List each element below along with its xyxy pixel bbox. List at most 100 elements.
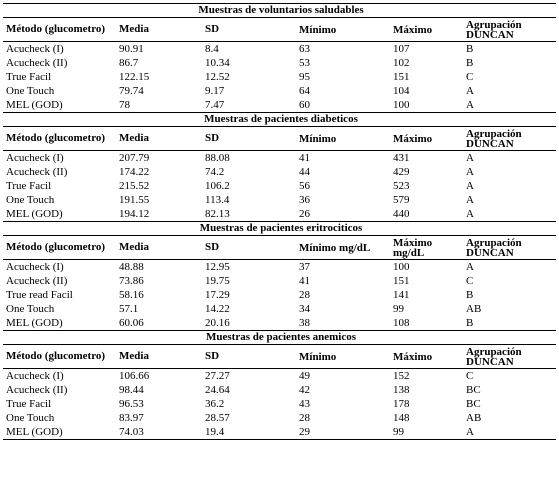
cell-minimo: 37: [299, 260, 310, 273]
cell-sd: 12.95: [205, 260, 230, 273]
cell-media: 58.16: [119, 288, 144, 301]
column-header-minimo: Mínimo: [296, 126, 390, 151]
cell-minimo: 41: [299, 151, 310, 164]
cell-method: MEL (GOD): [3, 98, 116, 113]
column-header-duncan: Agrupación DUNCAN: [463, 17, 557, 42]
column-header-row: Método (glucometro) Media SD Mínimo Máximo Ag…: [3, 126, 557, 151]
cell-minimo: 95: [299, 70, 310, 83]
cell-duncan: A: [463, 207, 557, 222]
column-header-duncan: Agrupación DUNCAN: [463, 344, 557, 369]
table-row: One Touch 83.97 28.57 28 148 AB: [3, 411, 556, 425]
cell-minimo: 36: [299, 193, 310, 206]
section-title-row: Muestras de voluntarios saludables: [3, 3, 557, 18]
cell-media: 96.53: [119, 397, 144, 410]
cell-method: True read Facil: [6, 288, 73, 301]
cell-sd: 113.4: [205, 193, 230, 206]
cell-media: 60.06: [116, 316, 202, 331]
cell-duncan: A: [466, 260, 474, 273]
column-header-media: Media: [116, 17, 202, 42]
table-row: One Touch 191.55 113.4 36 579 A: [3, 193, 556, 207]
cell-duncan: BC: [466, 397, 481, 410]
cell-sd: 10.34: [205, 56, 230, 69]
cell-duncan: C: [466, 369, 474, 382]
cell-minimo: 28: [299, 288, 310, 301]
cell-sd: 12.52: [205, 70, 230, 83]
cell-maximo: 141: [393, 288, 410, 301]
section-title: Muestras de pacientes eritrociticos: [3, 221, 557, 236]
cell-method: Acucheck (II): [6, 383, 68, 396]
results-table: Muestras de voluntarios saludables Método…: [3, 3, 557, 440]
cell-media: 86.7: [119, 56, 139, 69]
table-row: Acucheck (II) 174.22 74.2 44 429 A: [3, 165, 556, 179]
cell-method: Acucheck (II): [6, 56, 68, 69]
cell-maximo: 178: [393, 397, 410, 410]
cell-media: 78: [116, 98, 202, 113]
column-header-media: Media: [116, 235, 202, 260]
cell-maximo: 523: [393, 179, 410, 192]
cell-minimo: 64: [299, 84, 310, 97]
cell-method: True Facil: [6, 179, 52, 192]
cell-minimo: 41: [299, 274, 310, 287]
cell-media: 215.52: [119, 179, 150, 192]
cell-duncan: AB: [466, 411, 482, 424]
section-title-row: Muestras de pacientes eritrociticos: [3, 221, 557, 236]
cell-maximo: 102: [393, 56, 410, 69]
column-header-method: Método (glucometro): [3, 344, 116, 369]
table-row: True read Facil 58.16 17.29 28 141 B: [3, 288, 556, 302]
cell-method: True Facil: [6, 70, 52, 83]
cell-minimo: 26: [296, 207, 390, 222]
cell-maximo: 151: [393, 70, 410, 83]
cell-maximo: 100: [390, 98, 463, 113]
section-title-row: Muestras de pacientes anemicos: [3, 330, 557, 345]
cell-duncan: BC: [466, 383, 481, 396]
cell-method: One Touch: [6, 411, 55, 424]
cell-media: 74.03: [116, 425, 202, 440]
cell-media: 57.1: [119, 302, 139, 315]
cell-duncan: B: [463, 316, 557, 331]
cell-minimo: 56: [299, 179, 310, 192]
cell-maximo: 108: [390, 316, 463, 331]
column-header-duncan: Agrupación DUNCAN: [463, 235, 557, 260]
column-header-sd: SD: [202, 17, 296, 42]
cell-duncan: B: [466, 288, 474, 301]
cell-method: MEL (GOD): [3, 207, 116, 222]
cell-media: 174.22: [119, 165, 150, 178]
cell-maximo: 440: [390, 207, 463, 222]
cell-media: 83.97: [119, 411, 144, 424]
cell-sd: 19.75: [205, 274, 230, 287]
cell-method: Acucheck (I): [6, 369, 64, 382]
cell-sd: 88.08: [205, 151, 230, 164]
cell-minimo: 44: [299, 165, 310, 178]
cell-duncan: B: [466, 42, 474, 55]
column-header-maximo: Máximo: [390, 126, 463, 151]
column-header-duncan: Agrupación DUNCAN: [463, 126, 557, 151]
cell-method: One Touch: [6, 193, 55, 206]
column-header-row: Método (glucometro) Media SD Mínimo Máximo Ag…: [3, 344, 557, 369]
cell-maximo: 431: [393, 151, 410, 164]
column-header-method: Método (glucometro): [3, 126, 116, 151]
section-title: Muestras de voluntarios saludables: [3, 3, 557, 18]
cell-duncan: A: [463, 425, 557, 440]
cell-minimo: 53: [299, 56, 310, 69]
cell-maximo: 99: [390, 425, 463, 440]
section-title-row: Muestras de pacientes diabeticos: [3, 112, 557, 127]
cell-media: 191.55: [119, 193, 150, 206]
cell-minimo: 38: [296, 316, 390, 331]
cell-duncan: A: [466, 84, 474, 97]
cell-method: True Facil: [6, 397, 52, 410]
cell-minimo: 34: [299, 302, 310, 315]
cell-method: One Touch: [6, 302, 55, 315]
cell-method: Acucheck (I): [6, 151, 64, 164]
cell-maximo: 429: [393, 165, 410, 178]
table-row: Acucheck (II) 98.44 24.64 42 138 BC: [3, 383, 556, 397]
cell-method: MEL (GOD): [3, 425, 116, 440]
section-title: Muestras de pacientes anemicos: [3, 330, 557, 345]
cell-sd: 74.2: [205, 165, 225, 178]
cell-maximo: 104: [393, 84, 410, 97]
table-row: MEL (GOD) 74.03 19.4 29 99 A: [3, 425, 557, 440]
table-row: Acucheck (II) 73.86 19.75 41 151 C: [3, 274, 556, 288]
column-header-sd: SD: [202, 235, 296, 260]
table-row: One Touch 79.74 9.17 64 104 A: [3, 84, 556, 98]
column-header-sd: SD: [202, 344, 296, 369]
cell-duncan: C: [466, 70, 474, 83]
